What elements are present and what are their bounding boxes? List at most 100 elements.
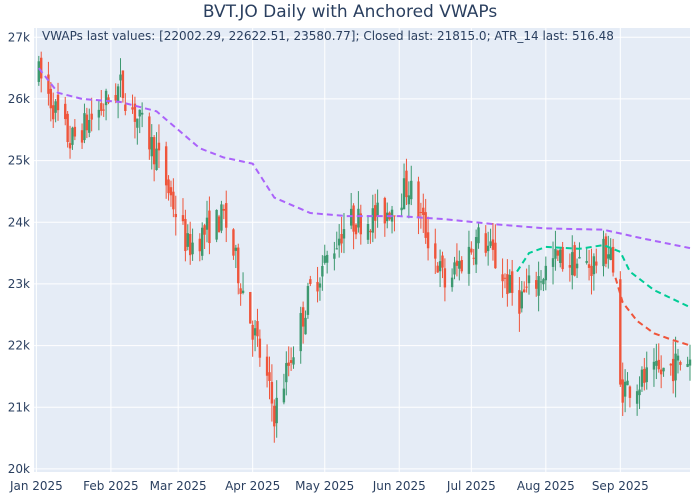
candle-body — [241, 290, 245, 293]
candle-body — [590, 265, 593, 276]
candle-body — [559, 249, 562, 263]
candle-body — [491, 239, 495, 250]
candle-body — [342, 229, 346, 239]
candle-body — [518, 290, 521, 314]
candle-body — [282, 388, 286, 403]
candle-body — [299, 313, 302, 352]
candle-body — [90, 113, 93, 120]
candle-body — [467, 246, 471, 274]
candle-body — [453, 262, 456, 275]
candle-body — [655, 360, 658, 366]
y-tick-label: 21k — [8, 400, 30, 414]
candle-body — [542, 279, 545, 285]
candle-body — [407, 195, 411, 205]
candle-body — [441, 255, 444, 268]
candle-body — [68, 143, 72, 149]
candle-body — [645, 367, 648, 383]
candle-body — [659, 369, 663, 375]
candle-body — [539, 281, 543, 283]
candle-body — [148, 116, 151, 150]
candle-body — [652, 361, 656, 370]
candlesticks — [37, 51, 692, 443]
candle-body — [337, 238, 341, 246]
candle-body — [417, 181, 420, 218]
candle-body — [438, 261, 442, 272]
candle-body — [220, 204, 223, 231]
candle-body — [679, 361, 682, 365]
y-tick-label: 24k — [8, 215, 30, 229]
candle-body — [410, 180, 413, 200]
candle-body — [609, 247, 612, 260]
stats-annotation: VWAPs last values: [22002.29, 22622.51, … — [42, 29, 614, 43]
x-tick-label: May 2025 — [295, 479, 354, 493]
candle-body — [470, 248, 473, 253]
candle-body — [40, 57, 43, 79]
candle-body — [520, 291, 523, 309]
chart-title: BVT.JO Daily with Anchored VWAPs — [203, 2, 498, 22]
candle-body — [525, 286, 528, 288]
candle-body — [157, 142, 161, 151]
candle-body — [184, 218, 187, 252]
candle-body — [506, 274, 509, 295]
candle-body — [309, 279, 312, 284]
candle-body — [436, 265, 439, 273]
candle-body — [124, 104, 127, 111]
candle-body — [104, 90, 108, 106]
candle-body — [225, 203, 228, 228]
candle-body — [359, 213, 362, 235]
candle-body — [37, 61, 41, 82]
plot-area — [34, 28, 690, 472]
x-tick-label: Sep 2025 — [592, 479, 649, 493]
candle-body — [47, 74, 50, 94]
candle-body — [155, 148, 158, 170]
candle-body — [527, 275, 531, 284]
candle-body — [253, 328, 257, 336]
x-tick-label: Jul 2025 — [446, 479, 496, 493]
candle-body — [405, 170, 408, 198]
candle-body — [203, 225, 206, 235]
candle-body — [489, 241, 492, 246]
candle-body — [251, 324, 254, 340]
candle-body — [287, 362, 290, 366]
candle-body — [434, 243, 437, 259]
candle-body — [114, 95, 117, 101]
vwap-line-3 — [614, 277, 691, 347]
candle-body — [186, 233, 189, 247]
candle-body — [136, 118, 139, 128]
candle-body — [340, 233, 343, 244]
candle-body — [472, 257, 475, 259]
candle-body — [249, 292, 252, 324]
candle-body — [455, 260, 459, 266]
candle-body — [419, 212, 423, 214]
candle-body — [450, 277, 454, 288]
candle-body — [116, 86, 120, 102]
candle-body — [97, 109, 101, 118]
candle-body — [208, 210, 211, 244]
candle-body — [131, 107, 134, 110]
candle-body — [215, 209, 218, 240]
candle-body — [217, 216, 221, 233]
candle-body — [374, 205, 377, 221]
candle-body — [671, 358, 675, 382]
candle-body — [201, 227, 204, 256]
candle-body — [188, 233, 192, 256]
vwap-line-1 — [38, 67, 691, 250]
candle-body — [537, 276, 540, 296]
candle-body — [573, 245, 576, 276]
vwap-lines — [38, 67, 691, 347]
candle-body — [73, 126, 77, 137]
candle-body — [256, 321, 259, 337]
candle-body — [595, 261, 598, 266]
candle-body — [318, 283, 322, 288]
candle-body — [460, 259, 463, 272]
candle-body — [119, 74, 122, 81]
candle-body — [544, 265, 548, 281]
candle-body — [571, 252, 574, 276]
candle-body — [316, 281, 319, 292]
candle-body — [674, 353, 677, 381]
candle-body — [100, 103, 103, 111]
candle-body — [107, 97, 110, 103]
candle-body — [486, 245, 490, 252]
candle-body — [604, 236, 608, 264]
